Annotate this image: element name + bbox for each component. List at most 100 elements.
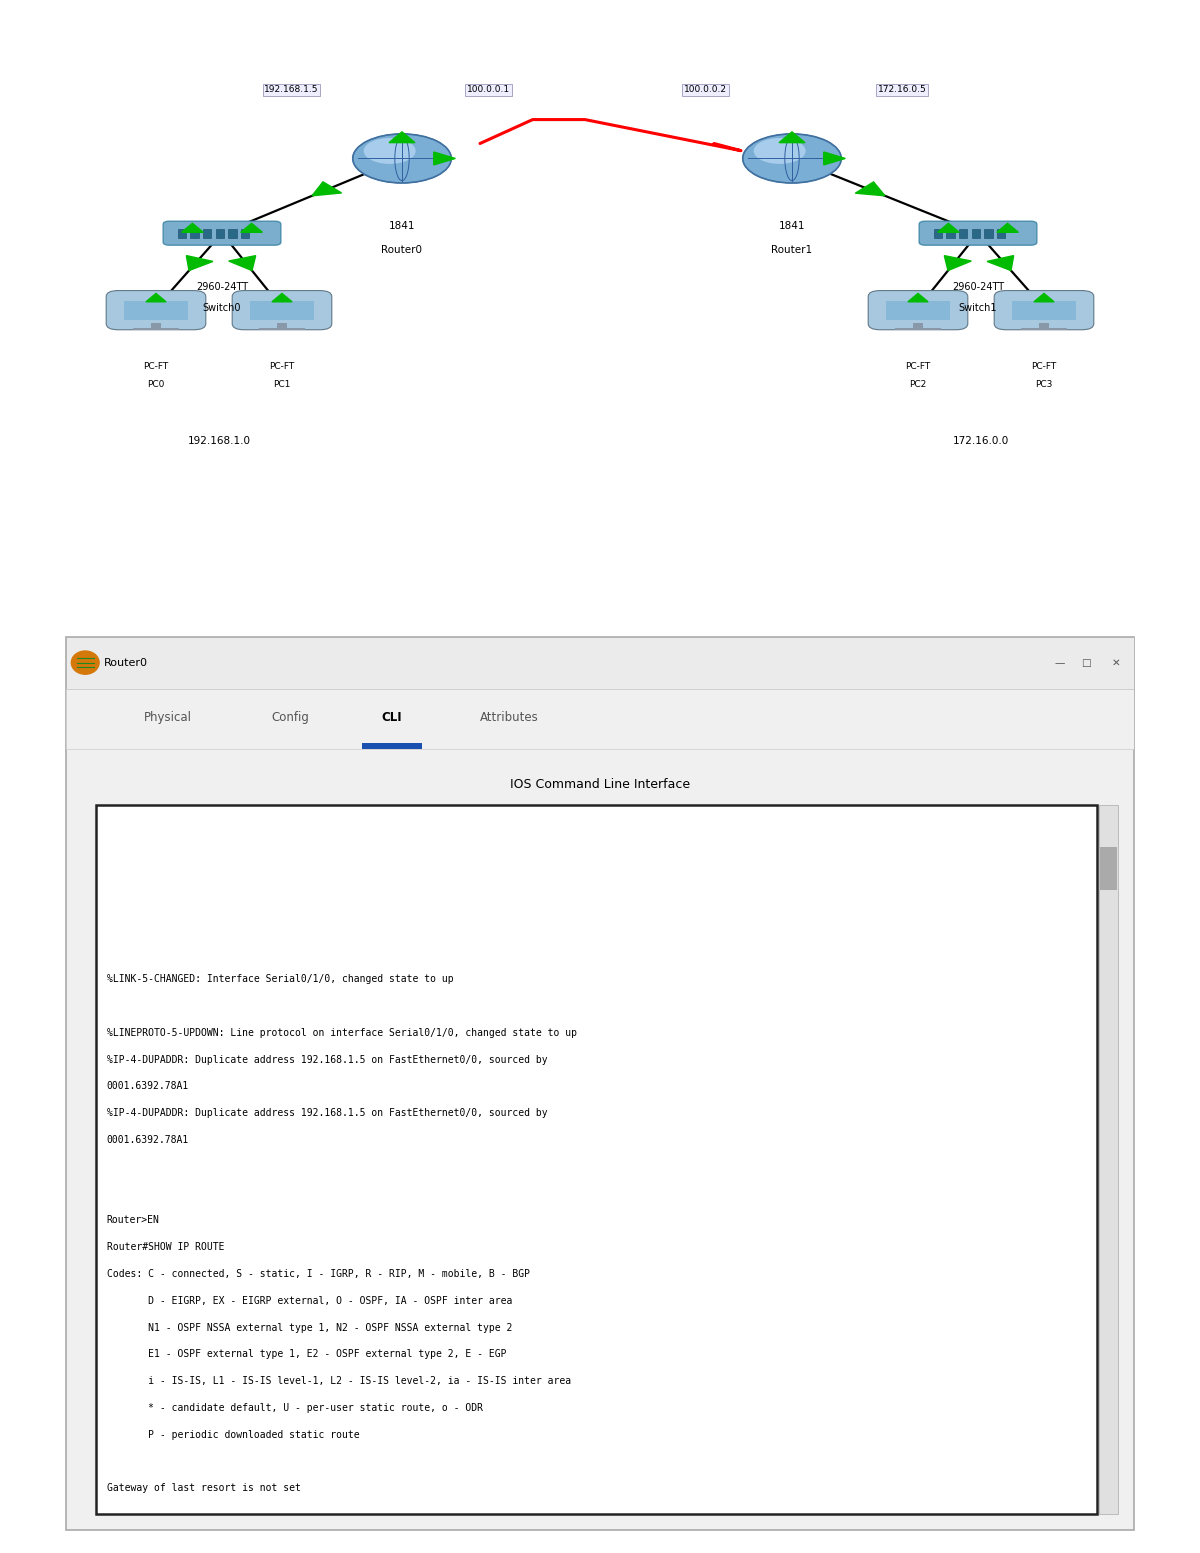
FancyBboxPatch shape: [919, 221, 1037, 245]
Text: 172.16.0.0: 172.16.0.0: [953, 436, 1009, 446]
Text: PC2: PC2: [910, 379, 926, 388]
Bar: [1100, 846, 1117, 890]
Text: IOS Command Line Interface: IOS Command Line Interface: [510, 778, 690, 792]
Text: Attributes: Attributes: [480, 711, 539, 724]
Text: —: —: [1054, 657, 1064, 668]
Bar: [96, 804, 1097, 1514]
Text: Router#SHOW IP ROUTE: Router#SHOW IP ROUTE: [107, 1242, 224, 1252]
Text: Switch0: Switch0: [203, 303, 241, 312]
Text: PC0: PC0: [148, 379, 164, 388]
Circle shape: [71, 651, 100, 674]
Text: Router0: Router0: [103, 657, 148, 668]
Text: PC-FT: PC-FT: [1031, 362, 1057, 371]
Text: Gateway of last resort is not set: Gateway of last resort is not set: [107, 1483, 300, 1494]
Polygon shape: [389, 132, 415, 143]
Bar: [277, 323, 287, 328]
Polygon shape: [908, 294, 928, 301]
Text: PC3: PC3: [1036, 379, 1052, 388]
Bar: [947, 228, 955, 238]
Text: N1 - OSPF NSSA external type 1, N2 - OSPF NSSA external type 2: N1 - OSPF NSSA external type 1, N2 - OSP…: [107, 1323, 512, 1332]
Text: 0001.6392.78A1: 0001.6392.78A1: [107, 1135, 188, 1145]
Bar: [228, 228, 236, 238]
Text: 1841: 1841: [779, 221, 805, 231]
Bar: [259, 328, 305, 329]
Polygon shape: [856, 182, 886, 196]
Text: P - periodic downloaded static route: P - periodic downloaded static route: [107, 1430, 359, 1440]
Text: ✕: ✕: [1111, 657, 1121, 668]
Circle shape: [754, 138, 805, 165]
Text: 0001.6392.78A1: 0001.6392.78A1: [107, 1081, 188, 1092]
Text: PC-FT: PC-FT: [269, 362, 295, 371]
Text: D - EIGRP, EX - EIGRP external, O - OSPF, IA - OSPF inter area: D - EIGRP, EX - EIGRP external, O - OSPF…: [107, 1295, 512, 1306]
Polygon shape: [988, 256, 1014, 270]
Bar: [241, 228, 250, 238]
Text: 2960-24TT: 2960-24TT: [196, 283, 248, 292]
Polygon shape: [146, 294, 166, 301]
Polygon shape: [186, 256, 212, 270]
Polygon shape: [1034, 294, 1054, 301]
Text: □: □: [1081, 657, 1091, 668]
Text: CLI: CLI: [382, 711, 402, 724]
Bar: [66, 637, 1134, 688]
Text: 100.0.0.1: 100.0.0.1: [467, 85, 510, 95]
Polygon shape: [433, 152, 455, 165]
Text: Router>EN: Router>EN: [107, 1216, 160, 1225]
Text: %IP-4-DUPADDR: Duplicate address 192.168.1.5 on FastEthernet0/0, sourced by: %IP-4-DUPADDR: Duplicate address 192.168…: [107, 1109, 547, 1118]
FancyBboxPatch shape: [66, 637, 1134, 1530]
Text: 100.0.0.2: 100.0.0.2: [684, 85, 727, 95]
Text: PC-FT: PC-FT: [905, 362, 931, 371]
Text: %LINK-5-CHANGED: Interface Serial0/1/0, changed state to up: %LINK-5-CHANGED: Interface Serial0/1/0, …: [107, 974, 454, 985]
FancyBboxPatch shape: [232, 290, 331, 329]
Bar: [1021, 328, 1067, 329]
Bar: [1099, 804, 1118, 1514]
Text: Config: Config: [271, 711, 310, 724]
Text: 172.16.0.5: 172.16.0.5: [878, 85, 926, 95]
Text: 1841: 1841: [389, 221, 415, 231]
Polygon shape: [229, 256, 256, 270]
Text: Codes: C - connected, S - static, I - IGRP, R - RIP, M - mobile, B - BGP: Codes: C - connected, S - static, I - IG…: [107, 1269, 529, 1280]
Polygon shape: [823, 152, 845, 165]
Text: E1 - OSPF external type 1, E2 - OSPF external type 2, E - EGP: E1 - OSPF external type 1, E2 - OSPF ext…: [107, 1350, 506, 1359]
Bar: [959, 228, 967, 238]
Polygon shape: [181, 224, 203, 233]
Bar: [178, 228, 186, 238]
Bar: [216, 228, 224, 238]
Bar: [125, 301, 187, 320]
Text: 2960-24TT: 2960-24TT: [952, 283, 1004, 292]
Polygon shape: [272, 294, 292, 301]
FancyBboxPatch shape: [995, 290, 1094, 329]
Text: Router0: Router0: [382, 245, 422, 255]
Polygon shape: [241, 224, 263, 233]
Bar: [203, 228, 211, 238]
Bar: [913, 323, 923, 328]
Bar: [251, 301, 313, 320]
Text: 192.168.1.0: 192.168.1.0: [187, 436, 251, 446]
Polygon shape: [937, 224, 959, 233]
Text: %LINEPROTO-5-UPDOWN: Line protocol on interface Serial0/1/0, changed state to up: %LINEPROTO-5-UPDOWN: Line protocol on in…: [107, 1028, 576, 1037]
Text: Switch1: Switch1: [959, 303, 997, 312]
Text: PC-FT: PC-FT: [143, 362, 169, 371]
Circle shape: [743, 134, 841, 183]
Bar: [362, 742, 421, 749]
Polygon shape: [997, 224, 1019, 233]
Bar: [895, 328, 941, 329]
FancyBboxPatch shape: [163, 221, 281, 245]
Circle shape: [353, 134, 451, 183]
Polygon shape: [779, 132, 805, 143]
Text: Router1: Router1: [772, 245, 812, 255]
Bar: [133, 328, 179, 329]
Polygon shape: [944, 256, 971, 270]
Text: i - IS-IS, L1 - IS-IS level-1, L2 - IS-IS level-2, ia - IS-IS inter area: i - IS-IS, L1 - IS-IS level-1, L2 - IS-I…: [107, 1376, 571, 1387]
Bar: [1013, 301, 1075, 320]
Bar: [66, 688, 1134, 749]
Text: Physical: Physical: [144, 711, 192, 724]
Bar: [934, 228, 942, 238]
Bar: [984, 228, 992, 238]
Text: %IP-4-DUPADDR: Duplicate address 192.168.1.5 on FastEthernet0/0, sourced by: %IP-4-DUPADDR: Duplicate address 192.168…: [107, 1054, 547, 1065]
Bar: [887, 301, 949, 320]
Text: PC1: PC1: [274, 379, 290, 388]
Text: 192.168.1.5: 192.168.1.5: [264, 85, 319, 95]
Bar: [972, 228, 980, 238]
FancyBboxPatch shape: [869, 290, 967, 329]
Bar: [1039, 323, 1049, 328]
